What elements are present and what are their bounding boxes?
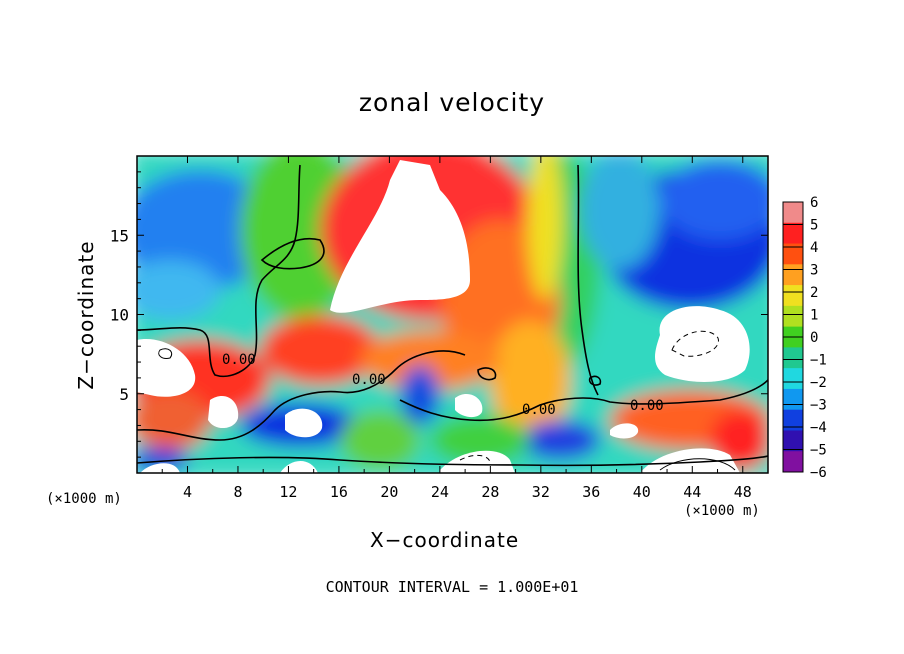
contour-label: 0.00 [352, 372, 386, 388]
colorbar-tick-label: −4 [810, 420, 827, 436]
x-tick-label: 24 [431, 483, 449, 501]
colorbar-tick-label: −1 [810, 353, 827, 369]
colorbar-swatch [783, 202, 803, 224]
y-tick-label: 15 [110, 226, 129, 245]
colorbar-swatch [783, 409, 803, 431]
colorbar-swatch [783, 285, 803, 307]
colorbar-swatch [783, 305, 803, 328]
colorbar-tick-label: 6 [810, 195, 818, 211]
x-tick-label: 44 [683, 483, 701, 501]
colorbar-swatch [783, 388, 803, 411]
x-axis-label: X−coordinate [370, 528, 520, 552]
chart-title: zonal velocity [358, 88, 546, 117]
y-axis: 5 10 15 [110, 171, 768, 458]
x-tick-label: 32 [532, 483, 550, 501]
y-tick-label: 5 [119, 385, 129, 404]
colorbar-swatch [783, 222, 803, 245]
contour-interval-note: CONTOUR INTERVAL = 1.000E+01 [325, 578, 579, 596]
colorbar-tick-label: 0 [810, 330, 818, 346]
colorbar-swatch [783, 264, 803, 286]
x-tick-label: 40 [633, 483, 651, 501]
x-tick-label: 28 [481, 483, 499, 501]
colorbar-tick-label: −6 [810, 465, 827, 481]
colorbar-swatch [783, 368, 803, 390]
contour-lines [137, 164, 768, 467]
colorbar-swatch [783, 451, 803, 473]
contour-label: 0.00 [522, 402, 556, 418]
y-tick-label: 10 [110, 306, 129, 325]
x-tick-label: 4 [183, 483, 192, 501]
colorbar-tick-label: 5 [810, 218, 818, 234]
y-axis-label: Z−coordinate [74, 240, 98, 390]
colorbar-tick-label: −3 [810, 398, 827, 414]
x-unit-left: (×1000 m) [46, 491, 122, 507]
colorbar-tick-label: −5 [810, 443, 827, 459]
x-tick-label: 8 [233, 483, 242, 501]
x-tick-label: 12 [279, 483, 297, 501]
colorbar-tick-label: 2 [810, 285, 818, 301]
colorbar-tick-label: 1 [810, 308, 818, 324]
colorbar-swatch [783, 347, 803, 369]
colorbar-tick-label: 4 [810, 240, 818, 256]
x-axis: 4 8 12 16 20 24 28 32 36 40 44 48 [161, 156, 752, 501]
colorbar-tick-label: 3 [810, 263, 818, 279]
x-unit-right: (×1000 m) [684, 503, 760, 519]
colorbar: 6 5 4 3 2 1 0 −1 −2 −3 −4 −5 −6 [782, 195, 827, 481]
contour-label: 0.00 [222, 352, 256, 368]
colorbar-swatch [783, 430, 803, 452]
colorbar-tick-label: −2 [810, 375, 827, 391]
x-tick-label: 20 [380, 483, 398, 501]
x-tick-label: 16 [330, 483, 348, 501]
x-tick-label: 48 [734, 483, 752, 501]
x-tick-label: 36 [582, 483, 600, 501]
contour-label: 0.00 [630, 398, 664, 414]
colorbar-swatch [783, 243, 803, 265]
velocity-field [137, 156, 768, 473]
